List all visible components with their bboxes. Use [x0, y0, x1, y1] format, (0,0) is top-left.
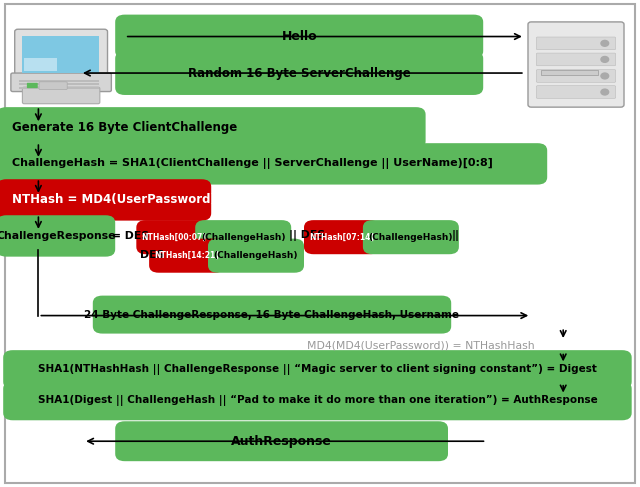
- FancyBboxPatch shape: [27, 83, 38, 88]
- FancyBboxPatch shape: [19, 87, 99, 89]
- FancyBboxPatch shape: [115, 15, 483, 58]
- Text: SHA1(Digest || ChallengeHash || “Pad to make it do more than one iteration”) = A: SHA1(Digest || ChallengeHash || “Pad to …: [38, 395, 597, 406]
- Text: NTHash = MD4(UserPassword): NTHash = MD4(UserPassword): [12, 193, 216, 206]
- FancyBboxPatch shape: [19, 83, 99, 85]
- FancyBboxPatch shape: [39, 82, 67, 90]
- FancyBboxPatch shape: [0, 179, 211, 221]
- FancyBboxPatch shape: [536, 53, 616, 66]
- Text: 24 Byte ChallengeResponse, 16 Byte ChallengeHash, Username: 24 Byte ChallengeResponse, 16 Byte Chall…: [84, 310, 460, 319]
- FancyBboxPatch shape: [195, 220, 291, 254]
- Text: Generate 16 Byte ClientChallenge: Generate 16 Byte ClientChallenge: [12, 121, 237, 134]
- FancyBboxPatch shape: [363, 220, 459, 254]
- Text: DES: DES: [140, 250, 164, 260]
- FancyBboxPatch shape: [22, 87, 100, 104]
- FancyBboxPatch shape: [3, 350, 632, 389]
- Text: NTHash[14:21]: NTHash[14:21]: [154, 251, 220, 260]
- FancyBboxPatch shape: [5, 4, 635, 483]
- FancyBboxPatch shape: [149, 239, 225, 273]
- Text: NTHash[00:07]: NTHash[00:07]: [141, 233, 207, 242]
- Circle shape: [601, 56, 609, 62]
- Text: MD4(MD4(UserPassword)) = NTHashHash: MD4(MD4(UserPassword)) = NTHashHash: [307, 341, 534, 351]
- FancyBboxPatch shape: [24, 57, 57, 71]
- FancyBboxPatch shape: [0, 143, 547, 185]
- FancyBboxPatch shape: [3, 381, 632, 420]
- Text: (ChallengeHash): (ChallengeHash): [201, 233, 285, 242]
- FancyBboxPatch shape: [528, 22, 624, 107]
- Circle shape: [601, 89, 609, 95]
- FancyBboxPatch shape: [536, 70, 616, 82]
- Text: Random 16 Byte ServerChallenge: Random 16 Byte ServerChallenge: [188, 67, 411, 79]
- Circle shape: [601, 73, 609, 79]
- Text: ChallengeResponse: ChallengeResponse: [0, 231, 116, 241]
- FancyBboxPatch shape: [136, 220, 212, 254]
- Text: || DES: || DES: [289, 230, 325, 241]
- FancyBboxPatch shape: [22, 36, 99, 73]
- Text: (ChallengeHash): (ChallengeHash): [214, 251, 298, 260]
- FancyBboxPatch shape: [11, 73, 111, 92]
- FancyBboxPatch shape: [19, 80, 99, 82]
- Text: ||: ||: [452, 230, 460, 241]
- FancyBboxPatch shape: [536, 86, 616, 98]
- Text: Hello: Hello: [282, 30, 317, 43]
- FancyBboxPatch shape: [536, 37, 616, 50]
- Circle shape: [601, 40, 609, 46]
- FancyBboxPatch shape: [15, 29, 108, 78]
- Text: SHA1(NTHashHash || ChallengeResponse || “Magic server to client signing constant: SHA1(NTHashHash || ChallengeResponse || …: [38, 364, 597, 375]
- FancyBboxPatch shape: [541, 70, 598, 75]
- Text: AuthResponse: AuthResponse: [231, 435, 332, 448]
- Text: ChallengeHash = SHA1(ClientChallenge || ServerChallenge || UserName)[0:8]: ChallengeHash = SHA1(ClientChallenge || …: [12, 158, 492, 169]
- Text: = DES: = DES: [112, 231, 149, 241]
- FancyBboxPatch shape: [115, 51, 483, 95]
- FancyBboxPatch shape: [0, 107, 426, 149]
- FancyBboxPatch shape: [208, 239, 304, 273]
- FancyBboxPatch shape: [0, 215, 115, 257]
- Text: (ChallengeHash): (ChallengeHash): [369, 233, 453, 242]
- FancyBboxPatch shape: [93, 296, 451, 334]
- FancyBboxPatch shape: [304, 220, 380, 254]
- FancyBboxPatch shape: [115, 421, 448, 461]
- Text: NTHash[07:14]: NTHash[07:14]: [309, 233, 374, 242]
